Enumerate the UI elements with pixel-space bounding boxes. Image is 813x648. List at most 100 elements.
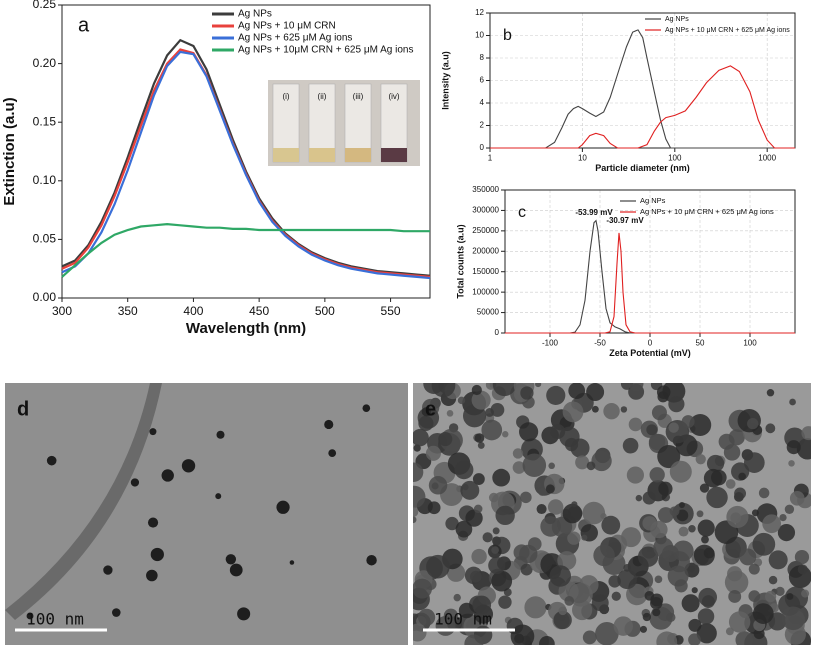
legend-label: Ag NPs xyxy=(665,16,689,23)
y-tick-label: 300000 xyxy=(472,206,499,215)
series-line xyxy=(505,232,795,334)
particle xyxy=(425,445,441,461)
x-tick-label: 500 xyxy=(315,304,335,318)
panel-label: a xyxy=(78,14,90,36)
legend-label: Ag NPs xyxy=(640,196,666,205)
particle xyxy=(678,502,685,509)
particle xyxy=(617,569,637,590)
particle xyxy=(421,407,431,417)
y-axis-label: Extinction (a.u) xyxy=(1,97,18,205)
y-tick-label: 10 xyxy=(475,31,484,40)
particle xyxy=(748,590,761,602)
particle xyxy=(628,417,643,432)
particle xyxy=(752,603,774,624)
particle xyxy=(752,532,776,556)
particle xyxy=(454,460,474,480)
particle xyxy=(453,593,461,602)
y-axis-label: Intensity (a.u) xyxy=(440,51,450,110)
particle xyxy=(464,634,484,645)
particle xyxy=(779,513,787,522)
particle xyxy=(474,433,485,443)
legend-label: Ag NPs + 10 μM CRN xyxy=(238,21,336,32)
particle xyxy=(747,417,759,430)
plot-frame xyxy=(61,4,431,299)
particle xyxy=(691,587,698,594)
cuvette-liquid xyxy=(309,148,335,162)
particle xyxy=(595,622,619,645)
particle xyxy=(642,612,651,622)
particle xyxy=(697,519,715,537)
x-axis-label: Zeta Potential (mV) xyxy=(609,348,691,358)
particle xyxy=(482,532,493,543)
particle xyxy=(464,566,483,585)
particle xyxy=(147,517,159,528)
particle xyxy=(768,575,778,585)
particle xyxy=(26,612,34,620)
plot-frame xyxy=(489,12,796,149)
particle xyxy=(743,452,765,473)
particle xyxy=(477,441,485,449)
annotation: -53.99 mV xyxy=(575,208,613,217)
particle xyxy=(103,565,113,575)
cuvette-liquid xyxy=(345,148,371,162)
particle xyxy=(571,501,578,508)
particle xyxy=(514,633,525,644)
particle xyxy=(417,608,436,626)
particle xyxy=(457,396,466,405)
particle xyxy=(431,383,456,398)
y-tick-label: 0.20 xyxy=(33,56,57,70)
particle xyxy=(540,516,561,537)
particle xyxy=(539,636,555,645)
y-tick-label: 150000 xyxy=(472,267,499,276)
particle xyxy=(413,623,427,642)
particle xyxy=(547,499,564,515)
particle xyxy=(620,406,628,413)
particle xyxy=(130,478,140,487)
particle xyxy=(710,469,727,486)
particle xyxy=(789,491,805,506)
y-tick-label: 350000 xyxy=(472,185,499,194)
particle xyxy=(626,583,648,606)
tem-image: d 100 nm xyxy=(5,383,408,645)
particle xyxy=(801,589,810,598)
cuvette-liquid xyxy=(273,148,299,162)
particle xyxy=(289,560,295,565)
particle xyxy=(650,593,664,607)
particle xyxy=(519,422,539,442)
particle xyxy=(635,494,643,502)
particle xyxy=(786,440,801,455)
particle xyxy=(695,454,706,465)
cuvette-liquid xyxy=(381,148,407,162)
particle xyxy=(613,616,634,636)
legend-label: Ag NPs + 10 μM CRN + 625 μM Ag ions xyxy=(640,207,774,216)
particle xyxy=(502,431,509,438)
particle xyxy=(512,448,524,459)
particle xyxy=(520,386,534,400)
y-axis-label: Total counts (a.u) xyxy=(455,224,465,298)
y-tick-label: 250000 xyxy=(472,226,499,235)
particle xyxy=(667,565,689,587)
particle xyxy=(651,405,667,421)
particle xyxy=(460,480,480,500)
particle xyxy=(413,485,426,509)
particle xyxy=(656,631,678,645)
legend-label: Ag NPs + 10 μM CRN + 625 μM Ag ions xyxy=(665,27,790,34)
particle xyxy=(471,384,482,396)
particle xyxy=(687,565,695,573)
particle xyxy=(328,449,337,457)
particle xyxy=(738,472,746,481)
particle xyxy=(668,396,685,413)
particle xyxy=(181,459,196,473)
particle xyxy=(703,547,715,559)
inset-label: (ii) xyxy=(318,92,327,101)
x-tick-label: 100 xyxy=(668,154,682,163)
y-tick-label: 0 xyxy=(495,328,500,337)
particle xyxy=(652,608,661,617)
particle xyxy=(725,479,736,489)
particle xyxy=(697,608,715,625)
particle xyxy=(603,402,620,420)
particle xyxy=(490,403,505,417)
particle xyxy=(535,383,542,388)
particle xyxy=(458,602,475,619)
